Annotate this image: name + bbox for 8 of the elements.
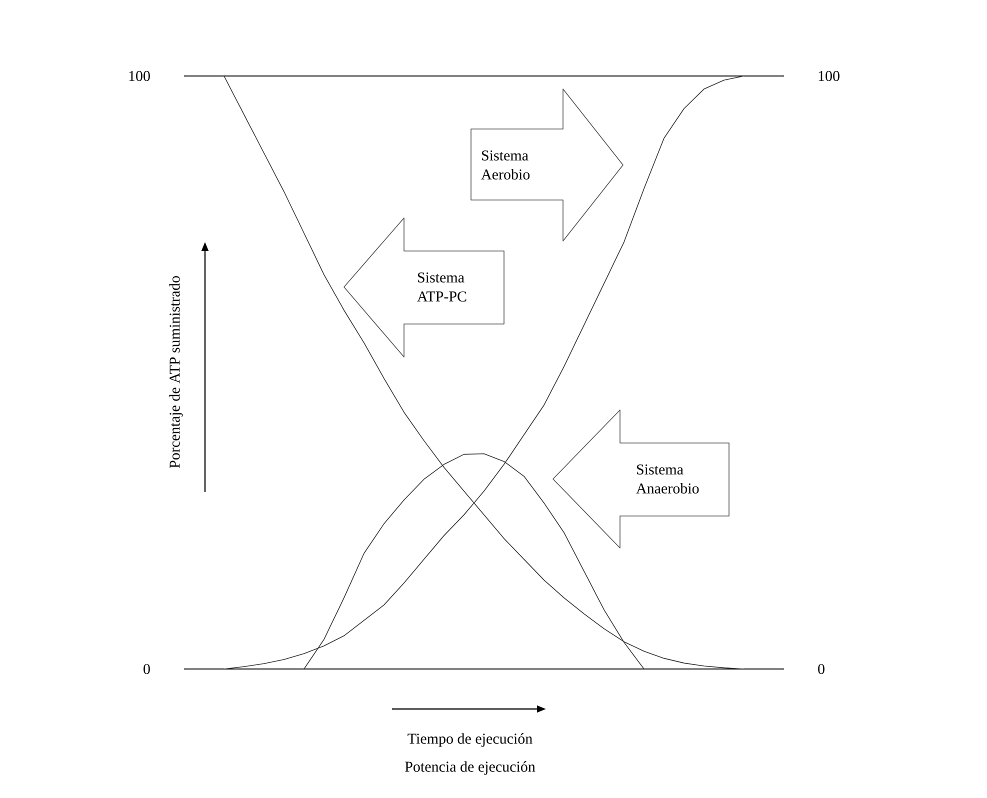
annotation: Sistema ATP-PC — [417, 272, 466, 302]
y2-tick-label: 0 — [818, 664, 824, 674]
annotation: Sistema Aerobio — [481, 150, 530, 180]
y2-tick-label: 100 — [818, 70, 840, 82]
y-axis-title: Porcentaje de ATP suministrado — [169, 276, 183, 468]
annotation: Sistema Anaerobio — [636, 464, 699, 494]
x-axis-title: Tiempo de ejecución — [408, 733, 532, 747]
text: Potencia de ejecución — [405, 761, 536, 775]
